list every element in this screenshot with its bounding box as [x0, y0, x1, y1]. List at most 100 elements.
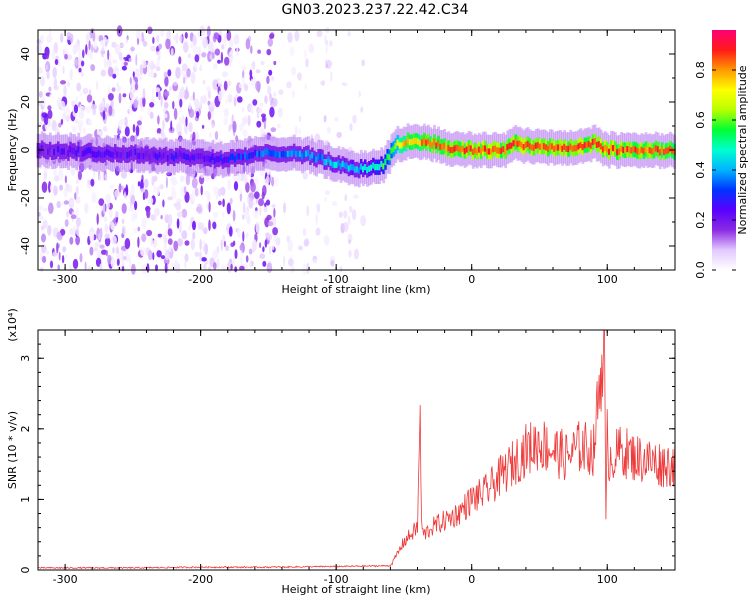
noise-blob	[268, 69, 273, 76]
noise-blob	[68, 264, 73, 274]
noise-blob	[236, 45, 239, 57]
noise-blob	[153, 185, 157, 193]
noise-blob	[315, 213, 318, 225]
noise-blob	[96, 80, 99, 91]
noise-blob	[200, 222, 205, 231]
noise-blob	[86, 32, 91, 43]
noise-blob	[341, 82, 348, 87]
noise-blob	[38, 90, 44, 98]
noise-blob	[252, 79, 256, 89]
ridge-core	[402, 140, 406, 147]
noise-blob	[140, 246, 146, 257]
noise-blob	[200, 95, 203, 107]
ridge-core	[201, 153, 205, 160]
noise-blob	[200, 185, 203, 196]
y-tick-label: 40	[19, 47, 32, 61]
noise-blob	[239, 265, 245, 271]
noise-blob	[196, 203, 203, 215]
noise-blob	[267, 38, 273, 47]
noise-blob	[186, 68, 191, 78]
noise-blob	[243, 174, 248, 184]
ridge-core	[473, 147, 477, 154]
noise-blob	[77, 170, 82, 181]
noise-blob	[137, 72, 143, 81]
ridge-core	[441, 143, 445, 150]
ridge-core	[195, 153, 199, 160]
noise-blob	[222, 198, 225, 208]
noise-blob	[241, 107, 245, 113]
ridge-core	[136, 152, 140, 159]
noise-blob	[118, 86, 121, 93]
noise-blob	[129, 76, 132, 85]
colorbar-tick-label: 0.4	[694, 161, 707, 179]
noise-blob	[132, 71, 135, 78]
ridge-core	[581, 144, 585, 151]
noise-blob	[77, 119, 84, 127]
ridge-core	[154, 152, 158, 159]
ridge-core	[408, 139, 412, 146]
noise-blob	[185, 116, 188, 127]
ridge-core	[364, 164, 367, 171]
noise-blob	[98, 173, 102, 181]
noise-blob	[69, 68, 73, 81]
ridge-core	[93, 151, 97, 158]
noise-blob	[283, 255, 286, 267]
ridge-core	[386, 153, 390, 160]
noise-blob	[175, 201, 182, 211]
noise-blob	[62, 246, 67, 253]
ridge-core	[288, 150, 292, 157]
ridge-core	[488, 148, 491, 155]
snr-line	[37, 329, 676, 570]
noise-blob	[253, 210, 259, 219]
colorbar-ticks: 0.0 0.2 0.4 0.6 0.8	[694, 61, 736, 279]
noise-blob	[189, 42, 194, 49]
ridge-core	[457, 145, 461, 152]
noise-blob	[152, 88, 155, 100]
noise-blob	[228, 39, 234, 48]
noise-blob	[360, 106, 364, 113]
ridge-core	[398, 142, 402, 149]
y-tick-label: 0	[19, 147, 32, 154]
noise-blob	[221, 44, 225, 50]
ridge-core	[492, 146, 495, 153]
ridge-core	[658, 149, 662, 156]
noise-blob	[344, 194, 348, 202]
noise-blob	[168, 86, 172, 92]
noise-blob	[43, 207, 48, 212]
ridge-core	[630, 147, 634, 154]
noise-blob	[130, 183, 135, 195]
noise-blob	[110, 258, 116, 268]
noise-blob	[255, 221, 260, 234]
ridge-core	[132, 150, 136, 157]
ridge-core	[540, 143, 544, 150]
noise-blob	[64, 219, 69, 227]
noise-blob	[190, 72, 196, 84]
ridge-core	[591, 138, 595, 146]
noise-blob	[199, 251, 202, 262]
noise-blob	[113, 217, 116, 225]
x-tick-label: -200	[188, 573, 213, 586]
ridge-core	[325, 159, 329, 166]
ridge-core	[662, 149, 666, 156]
noise-blob	[271, 204, 276, 208]
noise-blob	[98, 198, 105, 206]
noise-blob	[298, 245, 303, 251]
noise-blob	[133, 99, 139, 109]
noise-blob	[69, 199, 74, 206]
noise-blob	[158, 43, 163, 50]
ridge-core	[156, 154, 160, 161]
ridge-core	[126, 152, 129, 159]
ridge-core	[48, 146, 52, 153]
ridge-core	[46, 148, 50, 155]
noise-blob	[72, 225, 76, 237]
noise-blob	[237, 96, 243, 103]
noise-blob	[82, 87, 89, 95]
noise-blob	[353, 248, 359, 260]
noise-blob	[361, 59, 365, 67]
noise-blob	[187, 53, 192, 59]
noise-blob	[225, 245, 230, 252]
noise-blob	[150, 64, 157, 69]
ridge-core	[296, 150, 300, 157]
noise-blob	[45, 64, 48, 71]
